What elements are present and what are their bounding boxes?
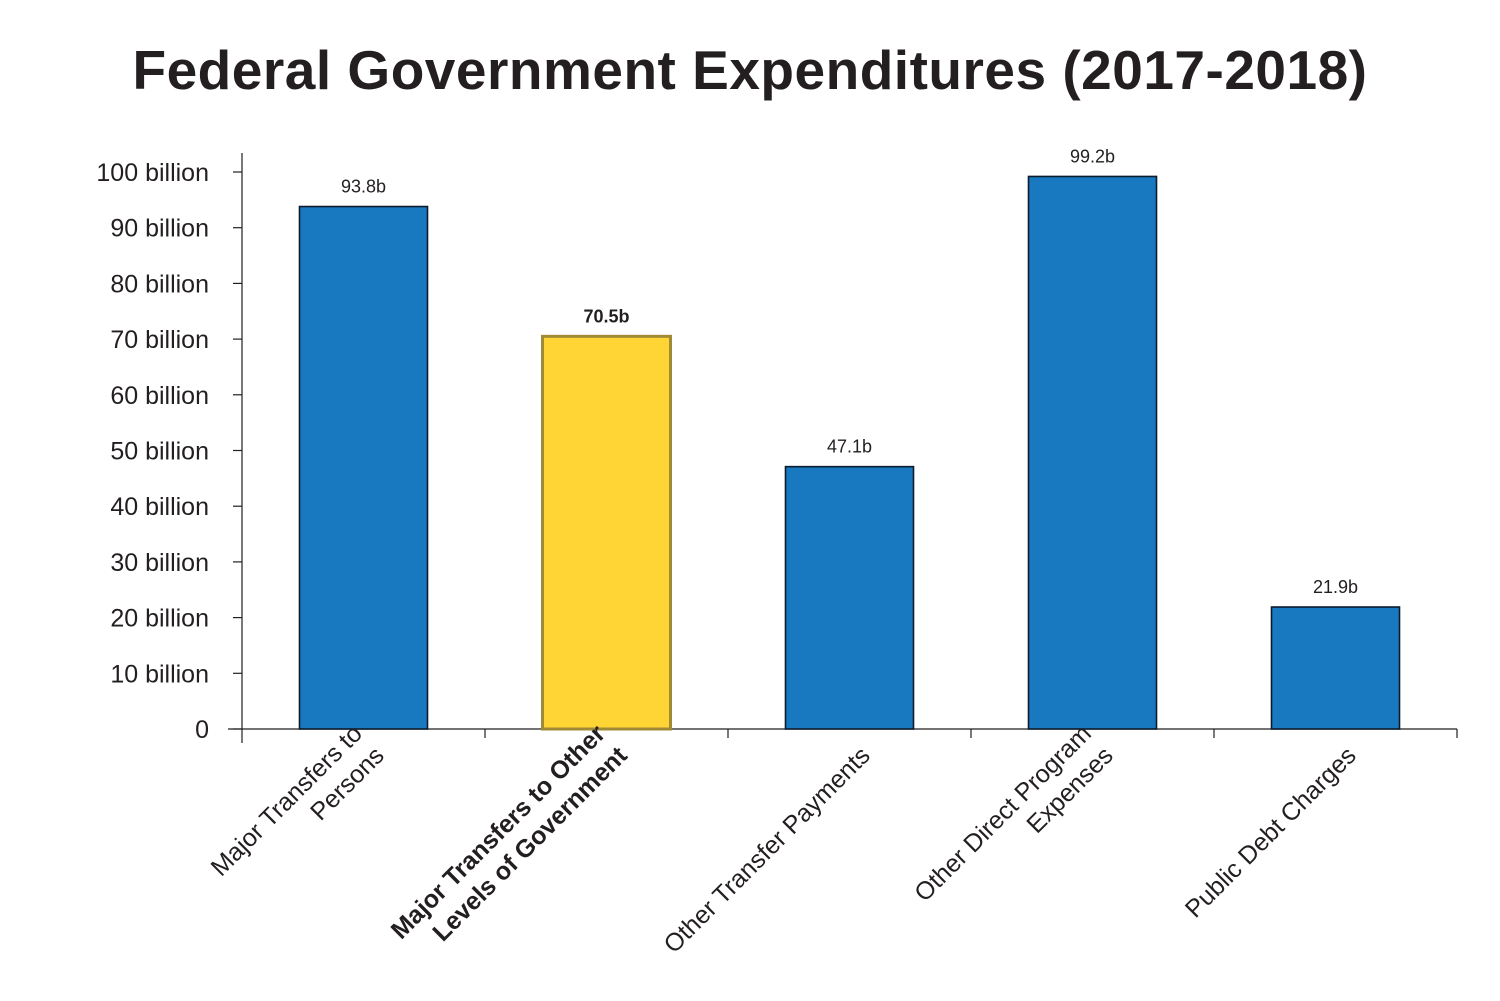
y-tick-label: 40 billion — [110, 493, 209, 521]
y-tick-label: 80 billion — [110, 270, 209, 298]
category-label-line: Levels of Government — [427, 741, 633, 947]
bar-value-label: 70.5b — [583, 306, 629, 326]
y-tick-label: 10 billion — [110, 660, 209, 688]
category-label-line: Major Transfers to Other — [386, 719, 611, 944]
chart-title: Federal Government Expenditures (2017-20… — [132, 39, 1368, 101]
bar-value-label: 93.8b — [341, 177, 386, 197]
category-label: Other Direct ProgramExpenses — [909, 720, 1119, 930]
category-label-text: Public Debt Charges — [1180, 741, 1362, 923]
bar — [784, 465, 915, 730]
category-label-text: Other Direct ProgramExpenses — [909, 720, 1119, 930]
x-axis — [228, 728, 1458, 738]
y-tick-label: 70 billion — [110, 326, 209, 354]
y-tick-label: 0 — [195, 716, 209, 744]
value-labels: 93.8b 70.5b 47.1b 99.2b 21.9b — [341, 146, 1358, 597]
category-label: Major Transfers toPersons — [206, 720, 390, 904]
category-label-text: Other Transfer Payments — [658, 741, 875, 958]
category-label-text: Major Transfers to OtherLevels of Govern… — [386, 719, 634, 967]
bar — [541, 334, 672, 731]
category-label: Major Transfers to OtherLevels of Govern… — [386, 719, 634, 967]
bars — [298, 175, 1401, 731]
category-label: Other Transfer Payments — [658, 741, 875, 958]
bar-value-label: 47.1b — [827, 437, 872, 457]
y-tick-label: 90 billion — [110, 215, 209, 243]
bar-value-label: 99.2b — [1070, 146, 1115, 166]
bar-value-label: 21.9b — [1313, 577, 1358, 597]
category-label: Public Debt Charges — [1180, 741, 1362, 923]
y-tick-label: 50 billion — [110, 438, 209, 466]
y-tick-label: 100 billion — [96, 159, 209, 187]
y-axis: 0 10 billion 20 billion 30 billion 40 billio… — [96, 153, 243, 744]
category-label-line: Other Transfer Payments — [658, 741, 875, 958]
category-label-line: Other Direct Program — [909, 720, 1097, 908]
category-label-line: Public Debt Charges — [1180, 741, 1362, 923]
bar — [298, 205, 429, 730]
bar — [1027, 175, 1158, 730]
y-tick-label: 60 billion — [110, 382, 209, 410]
category-label-text: Major Transfers toPersons — [206, 720, 390, 904]
y-tick-label: 30 billion — [110, 549, 209, 577]
y-tick-label: 20 billion — [110, 605, 209, 633]
bar — [1270, 606, 1401, 730]
